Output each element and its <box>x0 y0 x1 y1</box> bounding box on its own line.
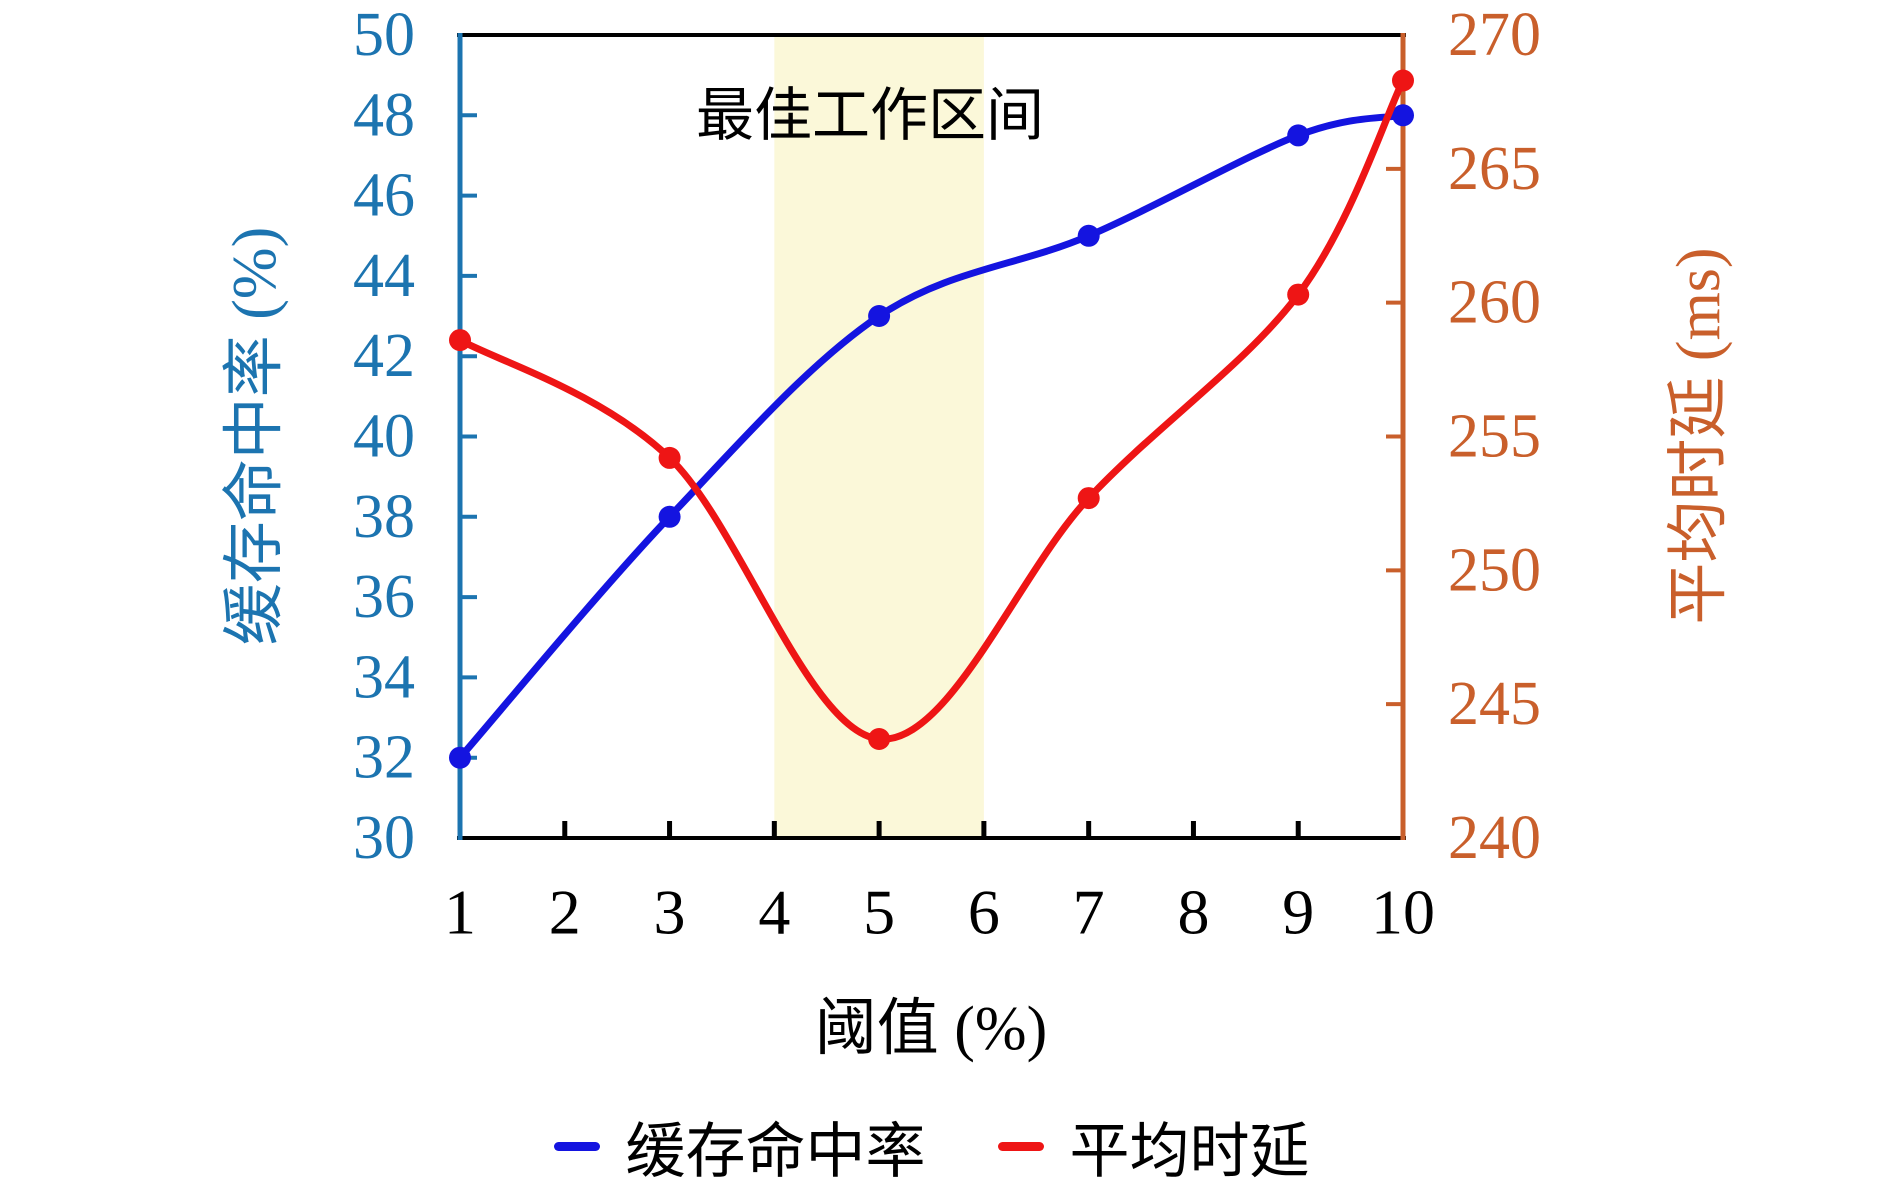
cache-hit-rate-point <box>658 505 681 528</box>
left-axis-tick-label: 42 <box>353 322 415 390</box>
avg-latency-point <box>658 446 681 469</box>
x-axis-tick-label: 8 <box>1177 877 1209 948</box>
avg-latency-point <box>1392 69 1414 92</box>
left-axis-tick-label: 32 <box>353 724 415 792</box>
legend: 缓存命中率 平均时延 <box>460 1108 1403 1183</box>
left-axis-tick-label: 46 <box>353 162 415 230</box>
legend-item-avg-latency: 平均时延 <box>997 1103 1310 1183</box>
right-axis-tick-label: 245 <box>1448 670 1541 738</box>
optimal-zone-annotation: 最佳工作区间 <box>695 83 1045 148</box>
cache-hit-rate-point <box>1392 104 1414 127</box>
legend-label-avg-latency: 平均时延 <box>1069 1118 1310 1183</box>
left-axis-tick-label: 36 <box>353 563 415 631</box>
left-axis-tick-label: 34 <box>353 643 415 711</box>
cache-hit-rate-point <box>868 305 891 327</box>
left-axis-tick-label: 44 <box>353 242 415 310</box>
right-axis-tick-label: 240 <box>1448 804 1541 872</box>
left-axis-tick-label: 38 <box>353 483 415 551</box>
left-axis-tick-label: 30 <box>353 804 415 872</box>
avg-latency-point <box>1287 283 1310 306</box>
right-axis-tick-label: 270 <box>1448 1 1541 69</box>
right-axis-tick-label: 260 <box>1448 269 1541 337</box>
left-axis-title: 缓存命中率 (%) <box>221 226 289 646</box>
avg-latency-point <box>1077 487 1100 510</box>
x-axis-tick-label: 10 <box>1371 877 1435 948</box>
x-axis-tick-label: 6 <box>968 877 1000 948</box>
x-axis-tick-label: 1 <box>444 877 476 948</box>
left-axis-tick-label: 48 <box>353 81 415 149</box>
avg-latency-dash-icon <box>997 1141 1044 1151</box>
x-axis-title: 阈值 (%) <box>814 995 1048 1063</box>
cache-hit-rate-dash-icon <box>553 1141 600 1151</box>
x-axis-tick-label: 2 <box>549 877 581 948</box>
legend-item-cache-hit-rate: 缓存命中率 <box>553 1103 926 1183</box>
avg-latency-point <box>868 728 891 750</box>
x-axis-tick-label: 4 <box>758 877 790 948</box>
x-axis-tick-label: 7 <box>1073 877 1105 948</box>
optimal-zone-band <box>774 35 984 838</box>
right-axis-tick-label: 265 <box>1448 135 1541 203</box>
right-axis-title: 平均时延 (ms) <box>1665 247 1733 625</box>
avg-latency-point <box>449 329 471 352</box>
cache-hit-rate-point <box>1287 124 1310 147</box>
x-axis-tick-label: 9 <box>1282 877 1314 948</box>
cache-hit-rate-point <box>449 746 471 769</box>
x-axis-tick-label: 3 <box>654 877 686 948</box>
x-axis-tick-label: 5 <box>863 877 895 948</box>
left-axis-tick-label: 50 <box>353 1 415 69</box>
right-axis-tick-label: 255 <box>1448 403 1541 471</box>
left-axis-tick-label: 40 <box>353 403 415 471</box>
legend-label-cache-hit-rate: 缓存命中率 <box>625 1118 926 1183</box>
cache-hit-rate-point <box>1077 224 1100 247</box>
right-axis-tick-label: 250 <box>1448 536 1541 604</box>
